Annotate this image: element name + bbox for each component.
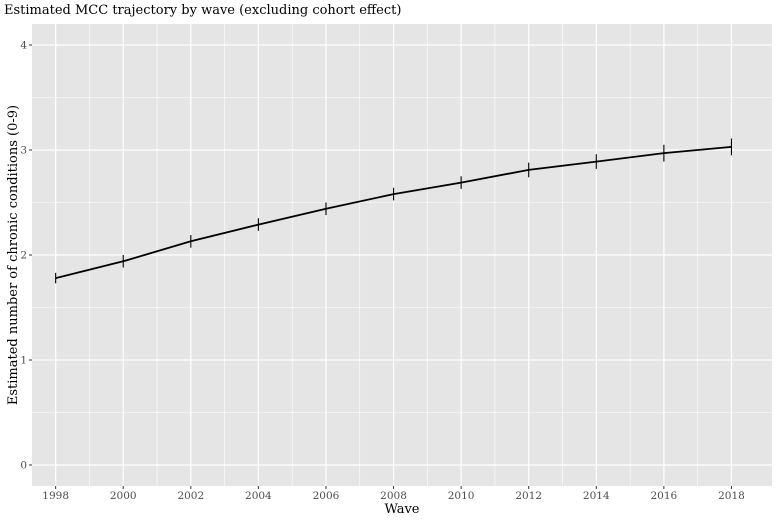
x-tick-label: 2000	[110, 490, 137, 502]
y-tick-label: 2	[20, 250, 27, 262]
x-axis-ticks: 1998 2000 2002 2004 2006 2008 2010 2012 2014 2016…	[42, 486, 745, 502]
y-tick-label: 0	[20, 460, 27, 472]
x-tick-label: 2004	[245, 490, 272, 502]
y-axis-title: Estimated number of chronic conditions (…	[6, 105, 21, 405]
y-axis-ticks: 0 1 2 3 4	[20, 40, 32, 472]
x-axis-title: Wave	[384, 502, 419, 517]
x-tick-label: 2010	[448, 490, 475, 502]
x-tick-label: 2012	[515, 490, 542, 502]
x-tick-label: 2006	[313, 490, 340, 502]
x-tick-label: 2002	[177, 490, 204, 502]
series-line	[55, 146, 732, 279]
x-tick-label: 2014	[583, 490, 610, 502]
major-gridlines	[32, 24, 772, 486]
y-tick-label: 1	[20, 355, 27, 367]
x-tick-label: 2016	[651, 490, 678, 502]
y-tick-label: 4	[20, 40, 27, 52]
x-tick-label: 2018	[718, 490, 745, 502]
x-tick-label: 2008	[380, 490, 407, 502]
y-tick-label: 3	[20, 145, 27, 157]
x-tick-label: 1998	[42, 490, 69, 502]
chart-title: Estimated MCC trajectory by wave (exclud…	[4, 3, 402, 18]
